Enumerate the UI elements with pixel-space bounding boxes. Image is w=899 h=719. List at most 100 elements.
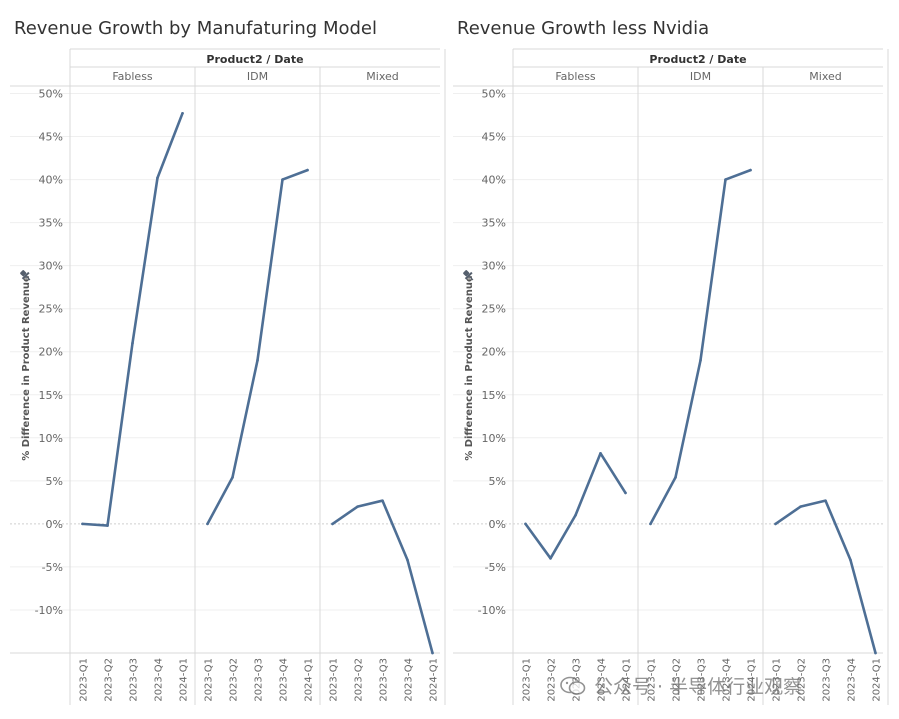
y-tick-label: 45% xyxy=(482,131,506,144)
y-tick-label: 0% xyxy=(489,518,506,531)
y-tick-label: 40% xyxy=(39,174,63,187)
pane-idm: IDM 2023-Q1 2023-Q2 2023-Q3 2023-Q4 2024-Q1 xyxy=(647,70,758,702)
x-tick-label: 2023-Q2 xyxy=(104,658,115,702)
y-tick-label: -5% xyxy=(42,561,63,574)
chart-frame: Product2 / Date 50% 45% 40% 35% 30% 25% 20% 15% 1… xyxy=(453,48,889,705)
line-chart: Product2 / Date 50% 45% 40% 35% 30% 25% 20% 15% 1… xyxy=(453,48,889,705)
x-tick-label: 2024-Q1 xyxy=(429,658,440,702)
data-point xyxy=(724,178,727,181)
chart-panel-revenue-growth: Revenue Growth by Manufaturing Model Pro… xyxy=(0,0,446,719)
y-tick-label: 20% xyxy=(482,346,506,359)
x-tick-label: 2023-Q1 xyxy=(204,658,215,702)
x-tick-label: 2024-Q1 xyxy=(304,658,315,702)
data-point xyxy=(874,651,877,655)
column-header: Product2 / Date xyxy=(206,53,303,66)
x-tick-label: 2023-Q2 xyxy=(229,658,240,702)
wechat-icon xyxy=(560,676,586,696)
pane-label: Mixed xyxy=(366,70,398,83)
pin-icon-head xyxy=(463,270,470,277)
x-tick-label: 2023-Q3 xyxy=(822,658,833,702)
data-point xyxy=(674,476,677,479)
data-point xyxy=(649,522,652,526)
pin-icon-base xyxy=(464,271,473,280)
y-tick-label: 50% xyxy=(39,88,63,101)
x-tick-label: 2023-Q4 xyxy=(722,658,733,702)
y-tick-label: 30% xyxy=(39,260,63,273)
data-point xyxy=(281,178,284,181)
y-tick-label: 20% xyxy=(39,346,63,359)
pin-icon xyxy=(20,270,31,281)
y-tick-label: 10% xyxy=(39,432,63,445)
pane-mixed: Mixed 2023-Q1 2023-Q2 2023-Q3 2023-Q4 2024-Q1 xyxy=(329,70,440,702)
x-tick-label: 2024-Q1 xyxy=(747,658,758,702)
data-point xyxy=(824,499,827,502)
y-tick-label: 45% xyxy=(39,131,63,144)
x-tick-label: 2023-Q4 xyxy=(154,658,165,702)
data-point xyxy=(624,491,627,495)
y-tick-label: 5% xyxy=(489,475,506,488)
data-point xyxy=(749,168,752,172)
x-tick-label: 2023-Q4 xyxy=(847,658,858,702)
x-tick-label: 2023-Q3 xyxy=(254,658,265,702)
x-tick-label: 2023-Q1 xyxy=(647,658,658,702)
x-tick-label: 2023-Q3 xyxy=(379,658,390,702)
watermark: 公众号 · 半导体行业观察 xyxy=(560,672,802,699)
y-axis-label: % Difference in Product Revenue xyxy=(21,275,32,461)
pane-label: IDM xyxy=(247,70,268,83)
series-line-idm xyxy=(649,168,752,526)
x-tick-label: 2023-Q4 xyxy=(404,658,415,702)
data-point xyxy=(306,168,309,172)
x-tick-label: 2023-Q3 xyxy=(697,658,708,702)
column-header: Product2 / Date xyxy=(649,53,746,66)
data-point xyxy=(231,476,234,479)
pane-label: Fabless xyxy=(112,70,153,83)
data-point xyxy=(331,522,334,526)
data-point xyxy=(181,111,184,115)
y-tick-label: 40% xyxy=(482,174,506,187)
data-point xyxy=(524,522,527,526)
x-tick-label: 2023-Q1 xyxy=(329,658,340,702)
data-point xyxy=(549,557,552,560)
x-tick-label: 2023-Q1 xyxy=(79,658,90,702)
y-tick-label: -10% xyxy=(35,604,63,617)
pin-icon xyxy=(463,270,474,281)
x-tick-label: 2024-Q1 xyxy=(179,658,190,702)
data-point xyxy=(356,505,359,508)
x-tick-label: 2024-Q1 xyxy=(622,658,633,702)
y-tick-label: 25% xyxy=(39,303,63,316)
data-point xyxy=(256,359,259,362)
series-line-idm xyxy=(206,168,309,526)
y-tick-label: 15% xyxy=(482,389,506,402)
pane-idm: IDM 2023-Q1 2023-Q2 2023-Q3 2023-Q4 2024-Q1 xyxy=(204,70,315,702)
pin-icon-needle xyxy=(25,275,31,281)
y-tick-label: 30% xyxy=(482,260,506,273)
x-tick-label: 2023-Q4 xyxy=(597,658,608,702)
line-chart: Product2 / Date 50% 45% 40% 35% 30% 25% 20% 15% 1… xyxy=(10,48,446,705)
data-point xyxy=(156,176,159,180)
y-tick-label: 10% xyxy=(482,432,506,445)
data-point xyxy=(599,452,602,455)
data-point xyxy=(106,524,109,527)
y-tick-label: 35% xyxy=(39,217,63,230)
data-point xyxy=(799,505,802,508)
pane-label: IDM xyxy=(690,70,711,83)
data-point xyxy=(81,522,84,526)
y-tick-label: 25% xyxy=(482,303,506,316)
x-tick-label: 2023-Q4 xyxy=(279,658,290,702)
data-point xyxy=(406,558,409,562)
y-tick-label: 5% xyxy=(46,475,63,488)
y-tick-label: 15% xyxy=(39,389,63,402)
x-tick-label: 2024-Q1 xyxy=(872,658,883,702)
chart-frame: Product2 / Date 50% 45% 40% 35% 30% 25% 20% 15% 1… xyxy=(10,48,446,705)
x-tick-label: 2023-Q1 xyxy=(522,658,533,702)
series-line-fabless xyxy=(81,111,184,527)
data-point xyxy=(206,522,209,526)
x-tick-label: 2023-Q1 xyxy=(772,658,783,702)
data-point xyxy=(131,341,134,345)
y-axis-label: % Difference in Product Revenue xyxy=(464,275,475,461)
pin-icon-head xyxy=(20,270,27,277)
pane-mixed: Mixed 2023-Q1 2023-Q2 2023-Q3 2023-Q4 2024-Q1 xyxy=(772,70,883,702)
y-tick-label: 0% xyxy=(46,518,63,531)
